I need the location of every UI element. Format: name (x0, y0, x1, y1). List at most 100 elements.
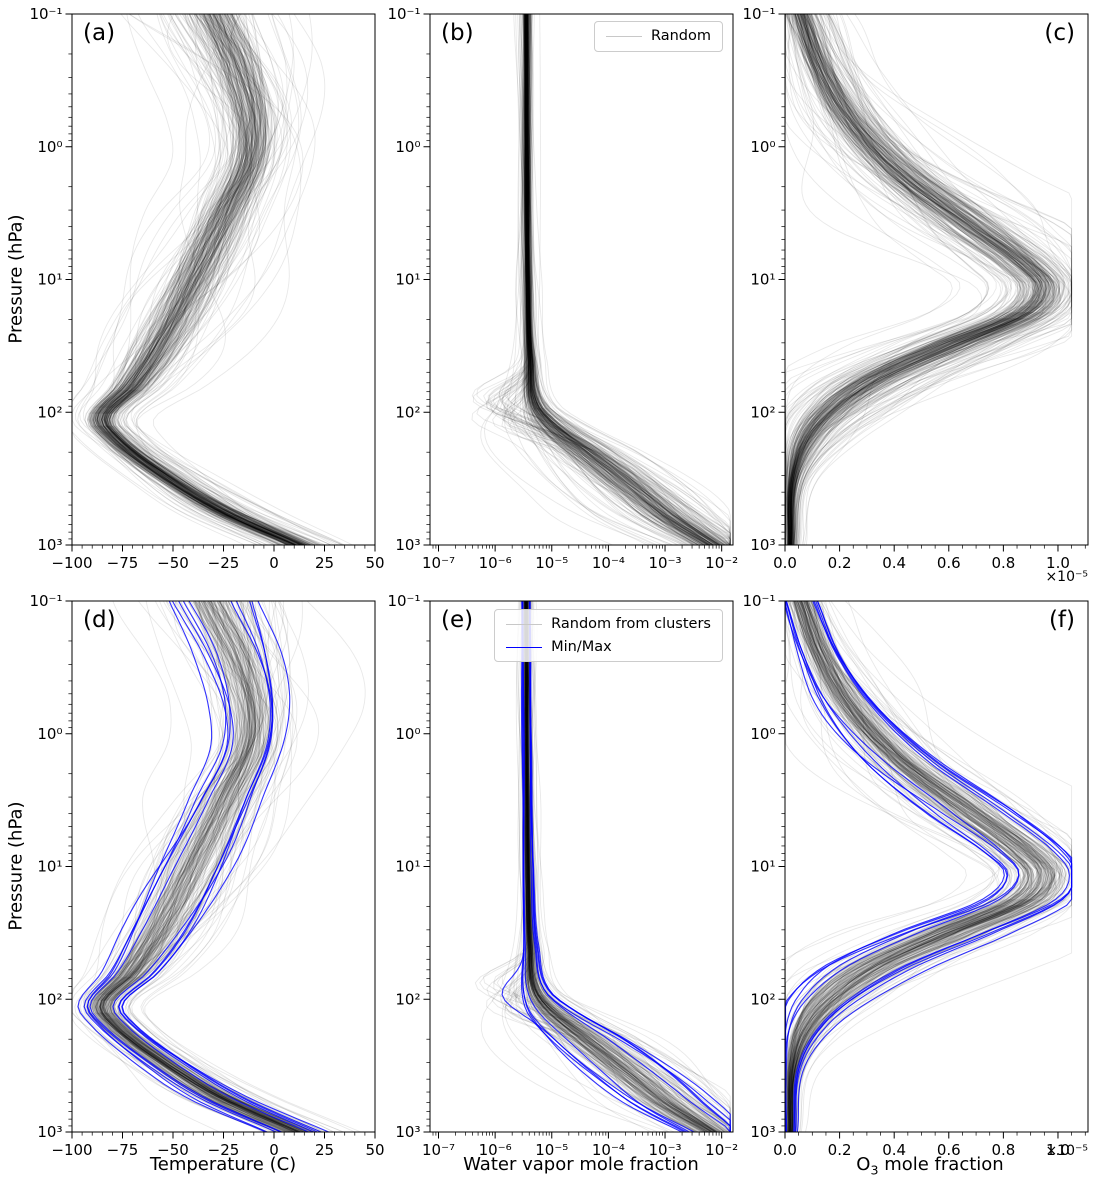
panel-b: 10⁻¹ 10⁰ 10¹ 10² 10³ 10⁻⁷ 10⁻⁶ 10⁻⁵ 10⁻⁴ 10⁻³ 10⁻²… (387, 5, 738, 572)
legend-label: Min/Max (551, 638, 612, 655)
svg-text:−75: −75 (107, 554, 139, 572)
panel-f-label: (f) (1048, 607, 1075, 633)
legend-label: Random from clusters (551, 616, 711, 632)
svg-text:0.0: 0.0 (773, 554, 797, 572)
svg-text:10⁻⁶: 10⁻⁶ (479, 554, 512, 572)
svg-text:0.0: 0.0 (773, 1141, 797, 1159)
panel-c-label: (c) (1044, 20, 1075, 46)
svg-text:10⁻⁴: 10⁻⁴ (592, 554, 625, 572)
svg-text:10⁰: 10⁰ (750, 725, 775, 743)
y-axis-title-bottom: Pressure (hPa) (5, 801, 27, 931)
y-axis-title-top: Pressure (hPa) (5, 214, 27, 344)
panel-c: 10⁻¹ 10⁰ 10¹ 10² 10³ 0.0 0.2 0.4 0.6 0.8 1.0 (c) (742, 5, 1089, 572)
svg-text:10²: 10² (395, 990, 420, 1008)
ozone-suffix: mole fraction (878, 1154, 1004, 1175)
svg-text:0.6: 0.6 (937, 554, 961, 572)
svg-text:10³: 10³ (395, 1123, 420, 1141)
panel-b-label: (b) (441, 20, 474, 46)
svg-text:10²: 10² (395, 403, 420, 421)
panel-e: 10⁻¹ 10⁰ 10¹ 10² 10³ 10⁻⁷ 10⁻⁶ 10⁻⁵ 10⁻⁴ 10⁻³ 10⁻²… (387, 592, 738, 1159)
svg-text:10⁻¹: 10⁻¹ (29, 5, 62, 23)
svg-text:10²: 10² (37, 990, 62, 1008)
panel-d-label: (d) (83, 607, 116, 633)
svg-text:−50: −50 (157, 1141, 189, 1159)
svg-text:10⁻⁶: 10⁻⁶ (479, 1141, 512, 1159)
svg-text:0: 0 (269, 1141, 279, 1159)
panel-a-plot: 10⁻¹ 10⁰ 10¹ 10² 10³−100 −75 −50 −25 0 25 50 (29, 5, 384, 572)
legend-item-random-clusters: Random from clusters (506, 616, 711, 633)
svg-text:10³: 10³ (37, 536, 62, 554)
svg-text:10¹: 10¹ (750, 271, 775, 289)
svg-text:0.2: 0.2 (828, 1141, 852, 1159)
x-axis-title-temperature: Temperature (C) (149, 1154, 297, 1175)
svg-text:10⁻¹: 10⁻¹ (742, 5, 775, 23)
panel-d-plot: 10⁻¹ 10⁰ 10¹ 10² 10³−100 −75 −50 −25 0 25 50 (29, 592, 384, 1159)
svg-text:10⁰: 10⁰ (395, 725, 420, 743)
svg-text:50: 50 (365, 1141, 384, 1159)
svg-text:10³: 10³ (750, 536, 775, 554)
svg-text:25: 25 (315, 1141, 334, 1159)
svg-text:1.0: 1.0 (1046, 1141, 1070, 1159)
ozone-symbol: O (856, 1154, 871, 1175)
svg-text:0.8: 0.8 (991, 554, 1015, 572)
svg-text:10⁰: 10⁰ (395, 138, 420, 156)
panel-f: 10⁻¹ 10⁰ 10¹ 10² 10³ 0.0 0.2 0.4 0.6 0.8 1.0 (f) (742, 592, 1089, 1159)
svg-text:−25: −25 (208, 1141, 240, 1159)
svg-text:10⁻³: 10⁻³ (649, 1141, 682, 1159)
svg-text:10⁻²: 10⁻² (705, 1141, 738, 1159)
svg-text:10⁻⁵: 10⁻⁵ (535, 554, 568, 572)
svg-text:10¹: 10¹ (395, 271, 420, 289)
svg-text:−50: −50 (157, 554, 189, 572)
svg-text:10⁻¹: 10⁻¹ (742, 592, 775, 610)
svg-text:10¹: 10¹ (37, 858, 62, 876)
svg-text:0.4: 0.4 (882, 1141, 906, 1159)
svg-text:0: 0 (269, 554, 279, 572)
svg-text:−100: −100 (51, 554, 92, 572)
svg-text:10⁻⁷: 10⁻⁷ (422, 1141, 455, 1159)
gray-line-sample (506, 623, 543, 625)
svg-text:10⁻²: 10⁻² (705, 554, 738, 572)
panel-a: 10⁻¹ 10⁰ 10¹ 10² 10³ −100 −75 −50 −25 0 25 50 (a) (29, 5, 384, 572)
svg-text:10²: 10² (37, 403, 62, 421)
svg-text:10¹: 10¹ (395, 858, 420, 876)
svg-text:10⁻¹: 10⁻¹ (387, 5, 420, 23)
legend-label: Random (650, 28, 711, 44)
svg-text:10²: 10² (750, 990, 775, 1008)
svg-text:0.6: 0.6 (937, 1141, 961, 1159)
svg-text:10¹: 10¹ (37, 271, 62, 289)
panel-d: 10⁻¹ 10⁰ 10¹ 10² 10³ −100 −75 −50 −25 0 25 50 (d) (29, 592, 384, 1159)
svg-text:0.2: 0.2 (828, 554, 852, 572)
svg-text:10⁻³: 10⁻³ (649, 554, 682, 572)
x-axis-title-ozone: O3 mole fraction (856, 1154, 1003, 1178)
legend-clusters-minmax: Random from clusters Min/Max (494, 609, 723, 663)
legend-item-random: Random (605, 28, 711, 45)
svg-text:10³: 10³ (750, 1123, 775, 1141)
offset-label-bottom: ×10⁻⁵ (1045, 1143, 1088, 1159)
svg-text:10⁻¹: 10⁻¹ (29, 592, 62, 610)
svg-text:10¹: 10¹ (750, 858, 775, 876)
gray-line-sample (605, 35, 642, 37)
x-axis-title-water: Water vapor mole fraction (463, 1154, 699, 1175)
legend-item-minmax: Min/Max (506, 639, 711, 656)
offset-label-top: ×10⁻⁵ (1045, 569, 1088, 585)
svg-text:10³: 10³ (395, 536, 420, 554)
svg-text:25: 25 (315, 554, 334, 572)
svg-text:1.0: 1.0 (1046, 554, 1070, 572)
svg-text:10⁻¹: 10⁻¹ (387, 592, 420, 610)
svg-text:10³: 10³ (37, 1123, 62, 1141)
panel-e-label: (e) (441, 607, 474, 633)
svg-text:10⁻⁴: 10⁻⁴ (592, 1141, 625, 1159)
svg-text:−100: −100 (51, 1141, 92, 1159)
panel-a-label: (a) (83, 20, 116, 46)
blue-line-sample (506, 646, 543, 648)
svg-text:10⁻⁵: 10⁻⁵ (535, 1141, 568, 1159)
svg-text:10⁰: 10⁰ (37, 138, 62, 156)
svg-text:0.4: 0.4 (882, 554, 906, 572)
svg-text:−75: −75 (107, 1141, 139, 1159)
svg-text:50: 50 (365, 554, 384, 572)
svg-text:10²: 10² (750, 403, 775, 421)
